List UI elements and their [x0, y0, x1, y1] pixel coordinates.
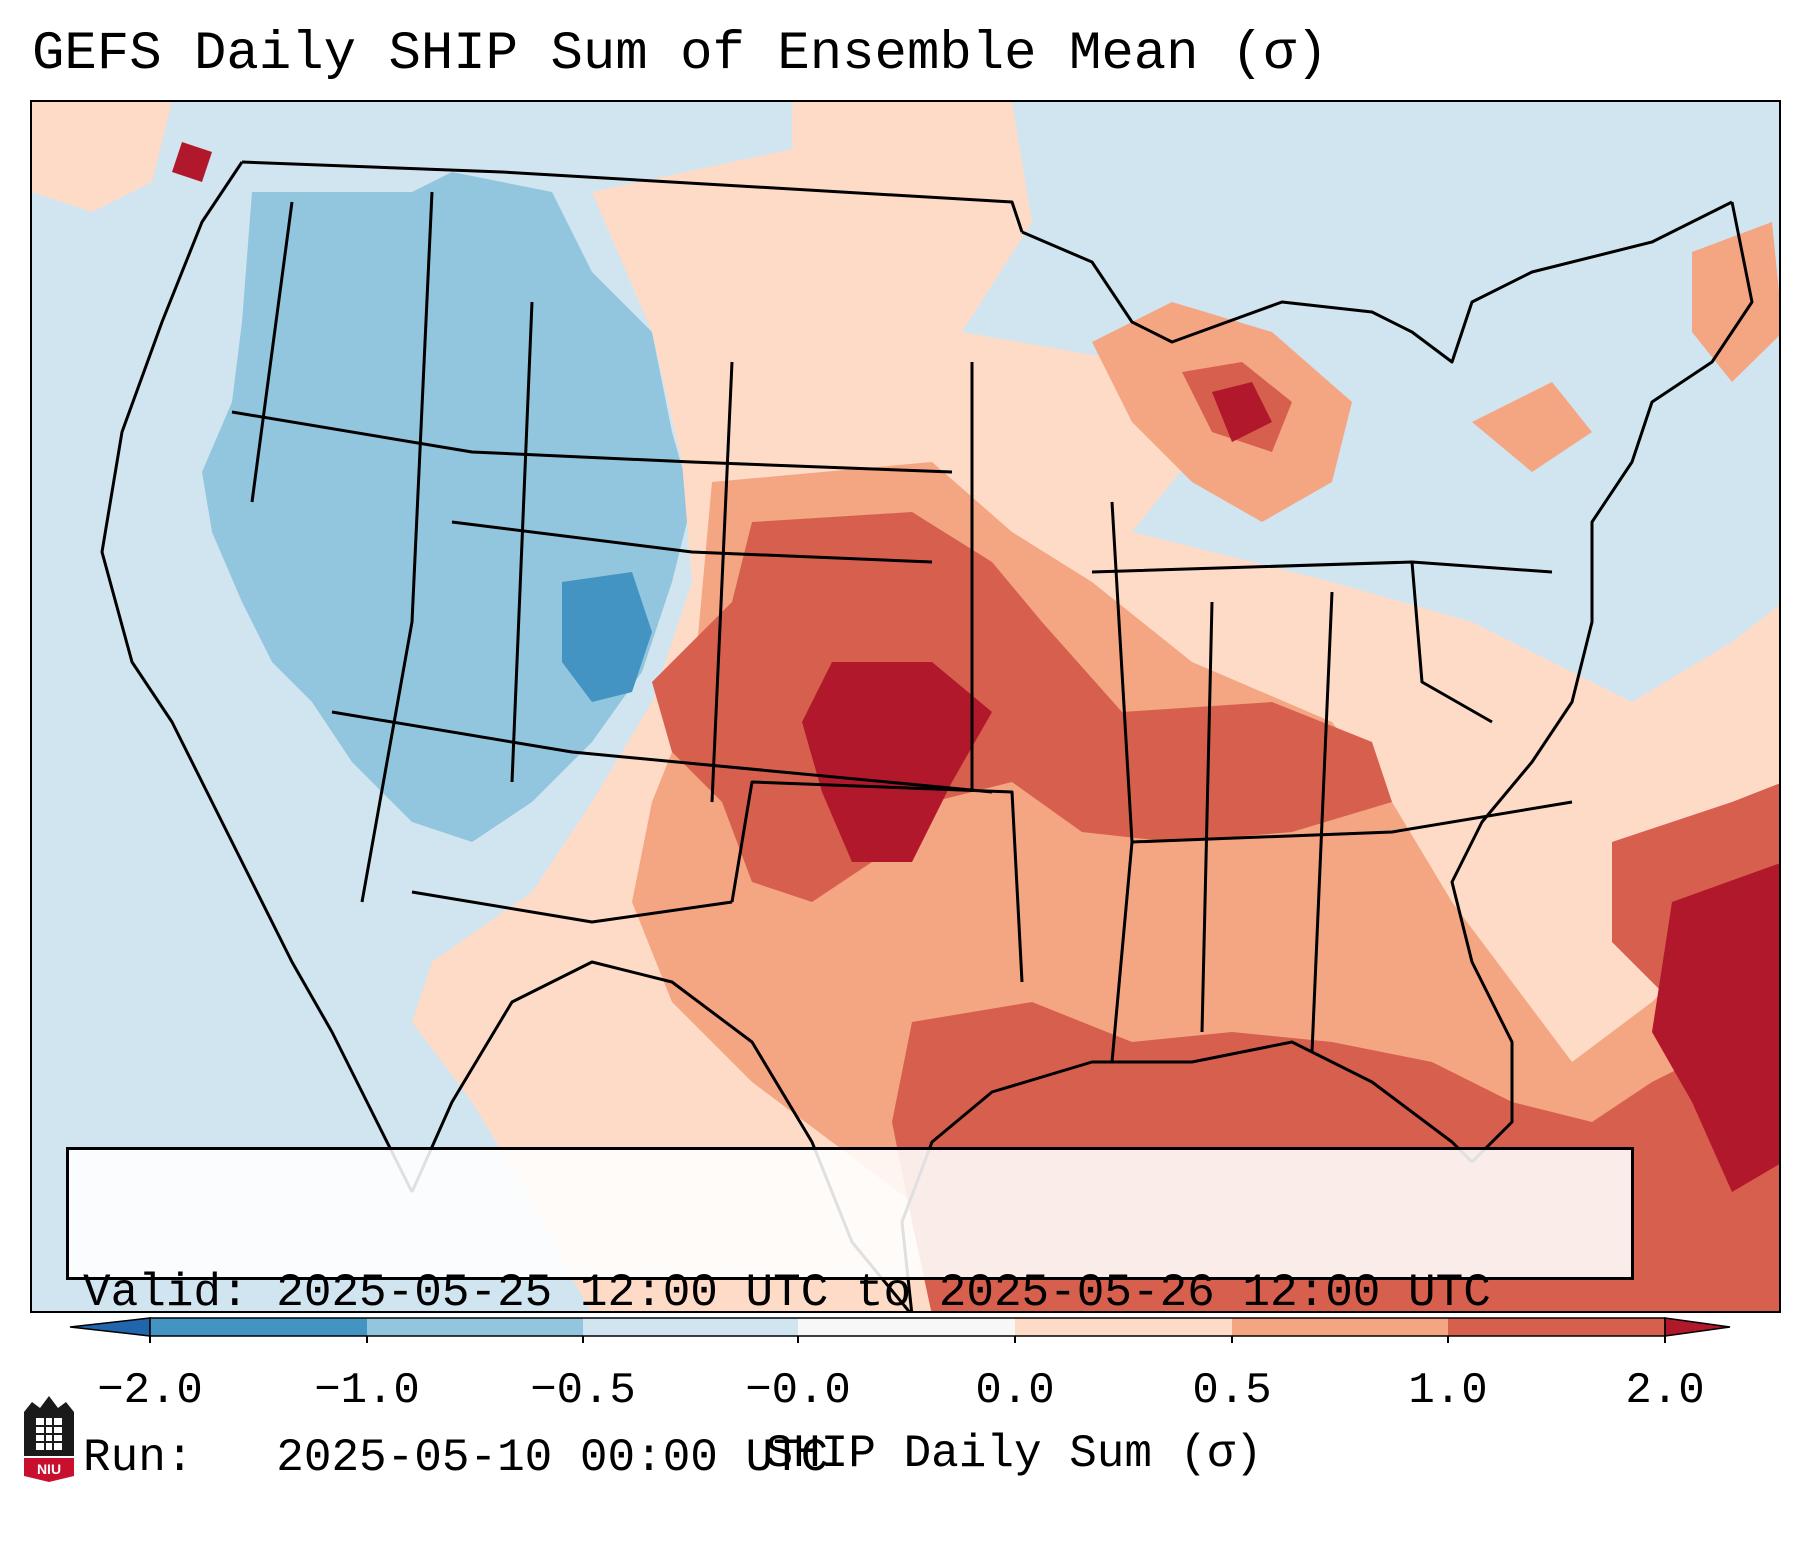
- valid-time-text: Valid: 2025-05-25 12:00 UTC to 2025-05-2…: [83, 1267, 1491, 1319]
- run-time-text: Run: 2025-05-10 00:00 UTC: [83, 1432, 829, 1484]
- colorbar-segment: [1015, 1318, 1232, 1336]
- map-canvas: [32, 102, 1779, 1311]
- colorbar-extend-high: [1664, 1317, 1731, 1337]
- colorbar-segment: [150, 1318, 367, 1336]
- colorbar-segment: [1232, 1318, 1448, 1336]
- northern-border: [241, 160, 1024, 233]
- extreme-positive-anomaly-region: [172, 142, 1779, 1192]
- colorbar-tick-label: 1.0: [1408, 1366, 1488, 1416]
- valid-run-info-box: Valid: 2025-05-25 12:00 UTC to 2025-05-2…: [66, 1147, 1634, 1484]
- map-panel: [30, 100, 1781, 1313]
- colorbar-tick-label: −0.0: [745, 1366, 851, 1416]
- boundary-lines: [100, 160, 1754, 1311]
- niu-logo: NIU: [20, 1392, 78, 1484]
- colorbar-segment: [798, 1318, 1015, 1336]
- pacific-coastline: [100, 161, 414, 1193]
- colorbar-tick-label: −2.0: [97, 1366, 203, 1416]
- colorbar-tick-label: 0.0: [975, 1366, 1055, 1416]
- colorbar-tick-label: 0.5: [1192, 1366, 1272, 1416]
- colorbar-tick-label: −0.5: [530, 1366, 636, 1416]
- colorbar-tick-label: 2.0: [1625, 1366, 1705, 1416]
- great-lakes-border: [1021, 200, 1733, 364]
- colorbar-segment: [367, 1318, 583, 1336]
- colorbar-tick-label: −1.0: [314, 1366, 420, 1416]
- colorbar: [69, 1317, 1731, 1343]
- chart-title: GEFS Daily SHIP Sum of Ensemble Mean (σ): [32, 24, 1329, 85]
- logo-text: NIU: [37, 1461, 61, 1477]
- atlantic-coastline: [1450, 201, 1754, 1164]
- colorbar-segment: [583, 1318, 798, 1336]
- colorbar-label: SHIP Daily Sum (σ): [765, 1428, 1263, 1480]
- colorbar-extend-low: [69, 1317, 151, 1337]
- colorbar-segment: [1448, 1318, 1665, 1336]
- colorbar-outline: [149, 1317, 1666, 1337]
